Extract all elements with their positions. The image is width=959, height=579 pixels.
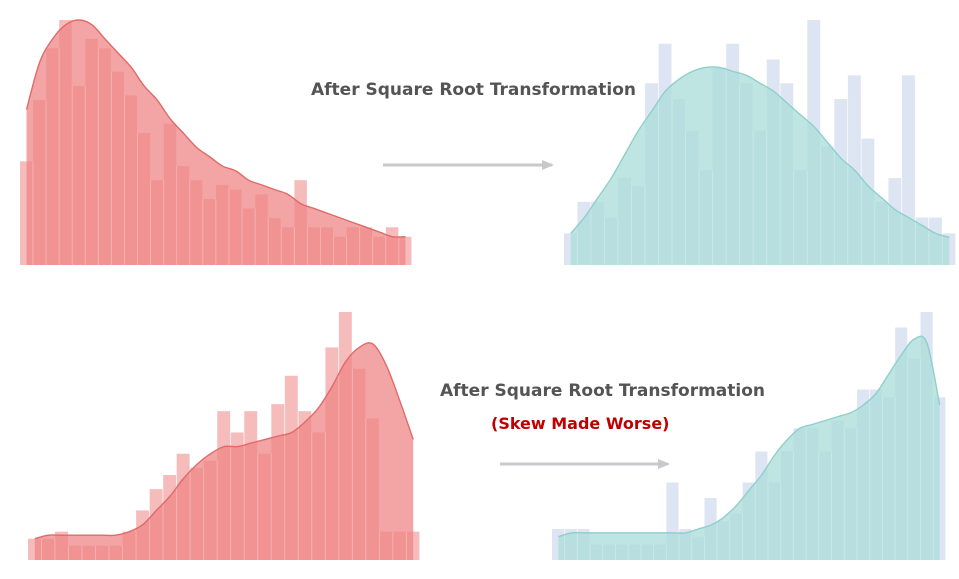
density-area [558, 336, 940, 560]
density-area [570, 66, 950, 265]
density-area [34, 342, 414, 560]
histogram-top-left [20, 19, 412, 266]
density-area [26, 20, 406, 265]
skew-made-worse-note: (Skew Made Worse) [491, 414, 670, 433]
density-curve [25, 19, 406, 238]
charts-layer [20, 19, 956, 560]
histogram-bottom-left [28, 312, 420, 560]
bottom-transformation-caption: After Square Root Transformation [440, 381, 766, 401]
density-curve [34, 342, 414, 540]
top-transformation-caption: After Square Root Transformation [311, 80, 637, 100]
histogram-bottom-right [552, 312, 946, 560]
density-curve [558, 335, 941, 538]
density-curve [570, 66, 950, 239]
histogram-top-right [564, 20, 956, 266]
